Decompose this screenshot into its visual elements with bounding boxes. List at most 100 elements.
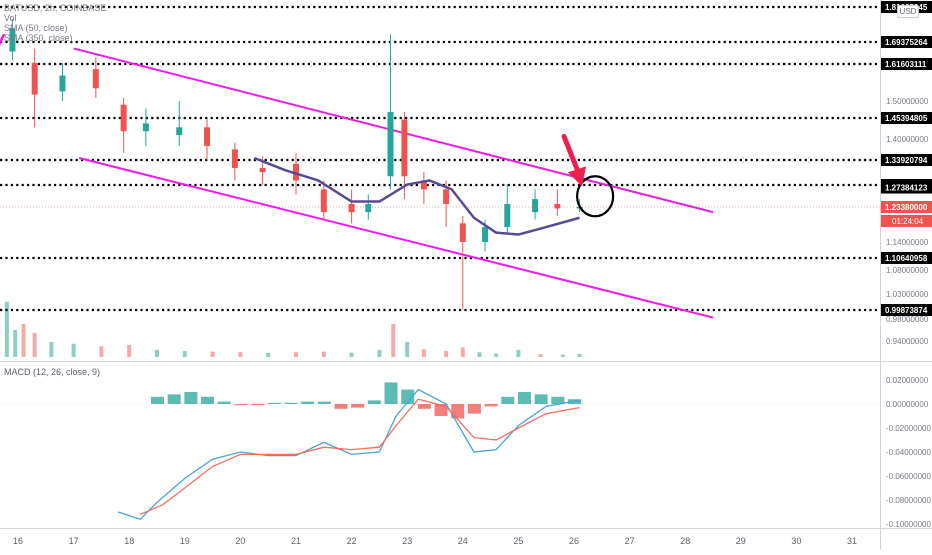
volume-bar bbox=[99, 346, 104, 357]
candle-body bbox=[365, 203, 372, 213]
currency-badge[interactable]: USD bbox=[897, 5, 919, 18]
macd-histogram-bar bbox=[534, 394, 548, 404]
macd-histogram-bar bbox=[351, 404, 365, 408]
candle-body bbox=[401, 119, 408, 177]
volume-bar bbox=[444, 351, 449, 357]
candle-body bbox=[443, 189, 450, 204]
macd-histogram-bar bbox=[501, 396, 515, 404]
sma-line bbox=[0, 33, 6, 46]
candle-body bbox=[31, 62, 38, 95]
candle-body bbox=[348, 203, 355, 213]
macd-histogram-bar bbox=[151, 396, 164, 404]
candle-body bbox=[504, 203, 511, 228]
candle-body bbox=[554, 203, 561, 209]
level-label-box bbox=[881, 304, 932, 317]
volume-bar bbox=[127, 345, 132, 357]
indicator-sma-50: SMA (50, close) bbox=[4, 23, 68, 33]
time-tick-label: 30 bbox=[791, 536, 801, 546]
volume-bar bbox=[516, 349, 521, 357]
current-price-box bbox=[881, 201, 932, 213]
candle-body bbox=[387, 112, 394, 177]
candle-body bbox=[120, 104, 127, 132]
volume-bar bbox=[49, 342, 54, 357]
macd-tick-label: -0.10000000 bbox=[886, 520, 931, 529]
highlight-circle bbox=[576, 175, 615, 218]
time-tick-label: 23 bbox=[402, 536, 412, 546]
macd-histogram-bar bbox=[367, 400, 381, 404]
time-tick-label: 27 bbox=[625, 536, 635, 546]
macd-histogram-bar bbox=[201, 396, 215, 404]
candle-body bbox=[293, 163, 299, 181]
volume-bar bbox=[391, 324, 396, 357]
macd-tick-label: -0.04000000 bbox=[886, 448, 931, 457]
macd-histogram-bar bbox=[267, 402, 281, 404]
time-tick-label: 18 bbox=[124, 536, 134, 546]
volume-bar bbox=[266, 352, 271, 357]
macd-histogram-bar bbox=[217, 401, 231, 404]
level-label-box bbox=[881, 154, 932, 167]
macd-tick-label: -0.06000000 bbox=[886, 472, 931, 481]
price-tick-label: 0.94000000 bbox=[886, 337, 929, 346]
level-label-text: 1.45394805 bbox=[885, 114, 928, 123]
lower-channel-line bbox=[78, 157, 714, 319]
time-tick-label: 17 bbox=[69, 536, 79, 546]
level-label-text: 1.33920794 bbox=[885, 156, 928, 165]
time-tick-label: 24 bbox=[458, 536, 468, 546]
level-label-text: 1.61603111 bbox=[885, 60, 927, 69]
chart-legend: BATUSD, 2h, COINBASE Vol SMA (50, close)… bbox=[4, 3, 106, 43]
macd-histogram-bar bbox=[184, 392, 198, 404]
macd-histogram-bar bbox=[334, 404, 348, 409]
symbol-line: BATUSD, 2h, COINBASE bbox=[4, 3, 107, 13]
macd-histogram-bar bbox=[284, 402, 298, 404]
macd-histogram-bar bbox=[384, 382, 398, 404]
price-tick-label: 0.98000000 bbox=[886, 315, 929, 324]
time-tick-label: 26 bbox=[569, 536, 579, 546]
countdown-box bbox=[881, 215, 932, 227]
time-tick-label: 22 bbox=[347, 536, 357, 546]
time-tick-label: 16 bbox=[13, 536, 23, 546]
volume-bar bbox=[538, 354, 543, 357]
current-price-text: 1.23380000 bbox=[885, 203, 928, 212]
macd-tick-label: -0.02000000 bbox=[886, 424, 931, 433]
macd-histogram-bar bbox=[517, 392, 531, 404]
candle-body bbox=[459, 223, 466, 242]
volume-bar bbox=[21, 324, 26, 357]
time-tick-label: 31 bbox=[847, 536, 857, 546]
price-tick-label: 1.14000000 bbox=[886, 238, 929, 247]
volume-bar bbox=[405, 342, 410, 357]
volume-bar bbox=[349, 352, 354, 357]
macd-tick-label: -0.08000000 bbox=[886, 496, 931, 505]
arrow-head bbox=[568, 166, 586, 187]
candle-body bbox=[59, 75, 66, 92]
macd-histogram-bar bbox=[451, 404, 465, 419]
volume-bar bbox=[155, 349, 159, 357]
macd-histogram-bar bbox=[434, 404, 448, 416]
time-tick-label: 29 bbox=[736, 536, 746, 546]
volume-bar bbox=[32, 333, 37, 357]
time-tick-label: 28 bbox=[680, 536, 690, 546]
macd-tick-label: 0.02000000 bbox=[886, 376, 929, 385]
macd-histogram-bar bbox=[484, 404, 498, 407]
candle-body bbox=[176, 127, 183, 136]
macd-histogram-bar bbox=[234, 404, 248, 406]
time-tick-label: 20 bbox=[235, 536, 245, 546]
macd-histogram-bar bbox=[551, 396, 565, 404]
countdown-text: 01:24:04 bbox=[892, 217, 924, 226]
macd-histogram-bar bbox=[167, 394, 181, 404]
time-tick-label: 19 bbox=[180, 536, 190, 546]
volume-bar bbox=[238, 352, 243, 357]
candle-body bbox=[231, 149, 238, 168]
volume-bar bbox=[421, 349, 426, 357]
time-tick-label: 25 bbox=[513, 536, 523, 546]
current-price-text: 1.27384123 bbox=[885, 184, 928, 193]
price-tick-label: 1.50000000 bbox=[886, 97, 929, 106]
level-label-box bbox=[881, 252, 932, 265]
volume-bar bbox=[182, 351, 187, 357]
volume-bar bbox=[560, 354, 565, 357]
indicator-vol: Vol bbox=[4, 13, 17, 23]
macd-histogram-bar bbox=[417, 404, 431, 409]
volume-bar bbox=[13, 330, 18, 357]
